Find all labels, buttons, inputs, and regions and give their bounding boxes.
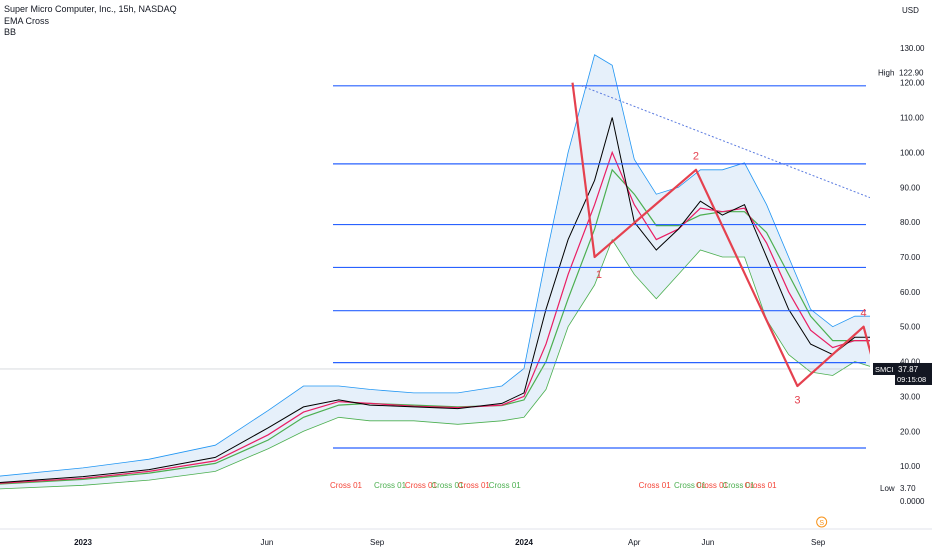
- cross-label-13: Cross 01: [745, 481, 778, 490]
- y-tick-label-5: 50.00: [900, 323, 921, 332]
- wave-label-2: 3: [794, 394, 800, 406]
- y-tick-label-13: 130.00: [900, 44, 925, 53]
- y-tick-label-11: 110.00: [900, 114, 924, 123]
- cross-label-3: Cross 01: [330, 481, 363, 490]
- currency-label: USD: [902, 6, 919, 15]
- x-tick-label-4: 2024: [515, 538, 533, 547]
- cross-label-9: Cross 01: [639, 481, 672, 490]
- wave-label-3: 4: [861, 307, 867, 319]
- wave-label-0: 1: [596, 269, 602, 281]
- y-tick-label-9: 90.00: [900, 183, 921, 192]
- y-tick-label-2: 20.00: [900, 427, 921, 436]
- y-tick-label-12: 120.00: [900, 79, 925, 88]
- last-price-value: 37.87: [898, 365, 919, 374]
- low-marker-value: 3.70: [900, 484, 916, 493]
- high-marker-value: 122.90: [899, 69, 924, 78]
- event-badge-label: S: [819, 520, 824, 527]
- x-tick-label-7: Sep: [811, 538, 826, 547]
- high-marker-label: High: [878, 69, 894, 78]
- y-tick-label-0: 0.0000: [900, 497, 925, 506]
- countdown-timer: 09:15:08: [897, 375, 926, 384]
- low-marker-label: Low: [880, 484, 895, 493]
- y-tick-label-6: 60.00: [900, 288, 921, 297]
- indicator-ema-cross[interactable]: EMA Cross: [4, 16, 49, 27]
- wave-label-1: 2: [693, 150, 699, 162]
- y-tick-label-1: 10.00: [900, 462, 921, 471]
- x-tick-label-3: Sep: [370, 538, 385, 547]
- cross-label-7: Cross 01: [458, 481, 491, 490]
- cross-label-8: Cross 01: [489, 481, 522, 490]
- cross-label-4: Cross 01: [374, 481, 407, 490]
- symbol-marker: SMCI: [875, 365, 894, 374]
- x-tick-label-1: 2023: [74, 538, 92, 547]
- y-tick-label-8: 80.00: [900, 218, 921, 227]
- symbol-title[interactable]: Super Micro Computer, Inc., 15h, NASDAQ: [4, 4, 177, 15]
- y-tick-label-3: 30.00: [900, 392, 921, 401]
- y-tick-label-10: 100.00: [900, 148, 925, 157]
- indicator-bb[interactable]: BB: [4, 27, 16, 38]
- x-tick-label-2: Jun: [260, 538, 273, 547]
- x-tick-label-5: Apr: [628, 538, 641, 547]
- y-tick-label-7: 70.00: [900, 253, 921, 262]
- x-tick-label-6: Jun: [701, 538, 714, 547]
